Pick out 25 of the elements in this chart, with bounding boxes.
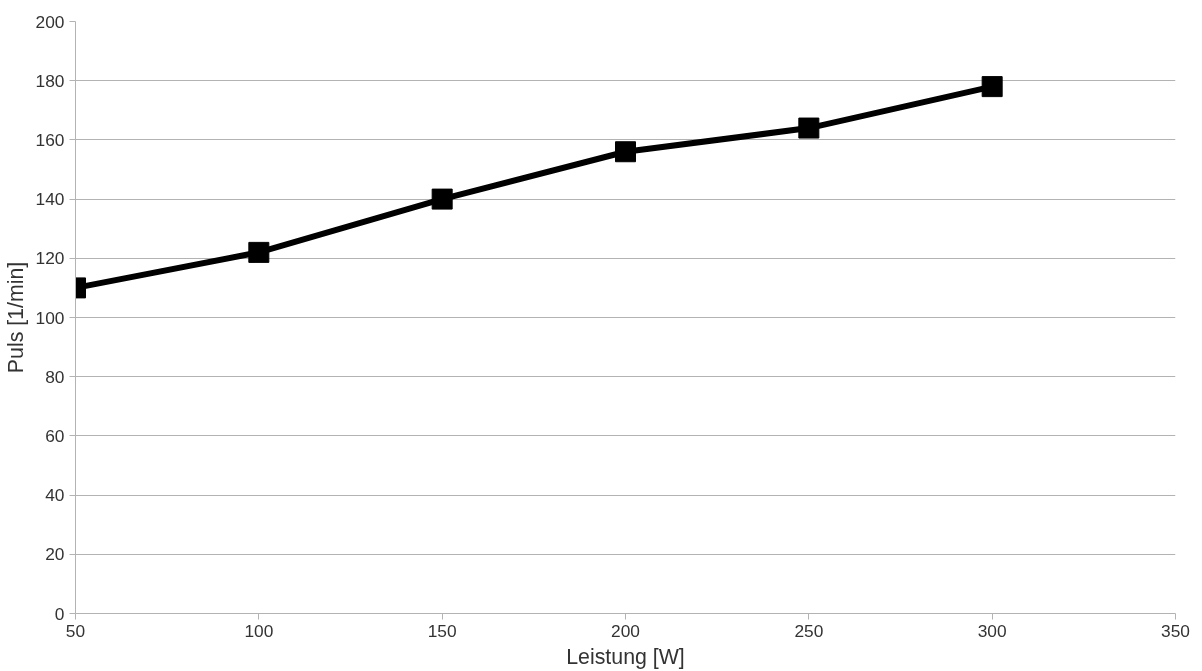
y-tick-label: 140 (35, 189, 65, 210)
point (615, 141, 636, 163)
y-tick-label: 100 (35, 307, 65, 328)
x-tick-label: 250 (794, 620, 824, 641)
point (981, 76, 1003, 98)
y-tick-label: 120 (35, 248, 65, 269)
x-tick-label: 50 (65, 620, 86, 641)
x-tick-label: 300 (977, 620, 1007, 641)
y-tick-label: 80 (45, 366, 65, 387)
y-tick-label: 160 (35, 129, 65, 150)
y-axis-title: Puls [1/min] (3, 261, 28, 374)
y-tick-label: 60 (45, 425, 65, 446)
y-tick-label: 200 (35, 11, 65, 32)
point (431, 188, 453, 210)
point (248, 241, 270, 263)
x-tick-label: 200 (611, 620, 640, 641)
y-tick-label: 40 (45, 485, 65, 506)
point (798, 117, 820, 139)
x-tick-label: 150 (427, 620, 457, 641)
x-tick-label: 100 (244, 620, 274, 641)
x-axis-title: Leistung [W] (566, 644, 685, 669)
x-tick-label: 350 (1161, 620, 1190, 641)
y-tick-label: 180 (35, 70, 65, 91)
y-tick-label: 20 (45, 544, 65, 565)
y-tick-label: 0 (54, 603, 65, 624)
